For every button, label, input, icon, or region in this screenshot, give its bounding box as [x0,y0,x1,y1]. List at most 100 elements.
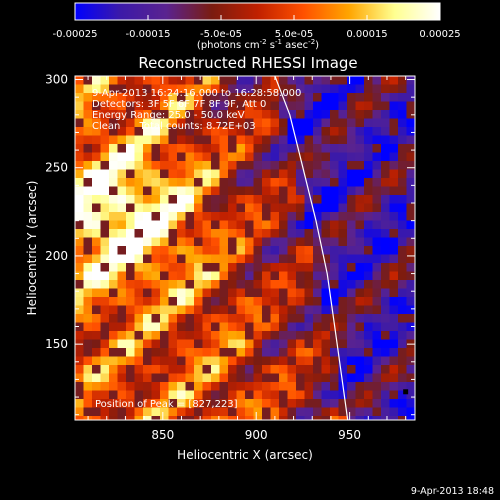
heatmap-cell [355,161,365,170]
heatmap-cell [202,254,212,264]
heatmap-cell [117,152,127,162]
footer-date: 9-Apr-2013 18:48 [411,486,494,497]
heatmap-cell [398,390,407,400]
heatmap-cell [321,382,331,391]
heatmap-cell [355,203,365,213]
heatmap-cell [228,212,237,221]
heatmap-cell [202,169,212,179]
heatmap-cell [406,271,415,281]
heatmap-cell [347,416,356,420]
heatmap-cell [236,331,246,340]
heatmap-cell [364,271,373,281]
heatmap-cell [177,169,186,179]
heatmap-cell [134,178,144,187]
heatmap-cell [134,246,144,255]
heatmap-cell [236,237,246,247]
heatmap-cell [338,263,348,272]
heatmap-cell [296,356,305,366]
heatmap-cell [364,203,373,213]
heatmap-cell [372,118,382,128]
heatmap-cell [185,135,195,145]
heatmap-cell [134,101,144,111]
heatmap-cell [194,390,203,400]
heatmap-cell [168,407,178,417]
heatmap-cell [381,161,390,170]
heatmap-cell [372,254,382,264]
heatmap-cell [194,271,203,281]
heatmap-cell [202,110,212,119]
heatmap-cell [109,212,118,221]
heatmap-cell [245,101,254,111]
heatmap-cell [355,135,365,145]
heatmap-cell [177,348,186,357]
annotation-energy-range: Energy Range: 25.0 - 50.0 keV [92,110,245,121]
heatmap-cell [83,365,93,374]
heatmap-cell [321,110,331,119]
heatmap-cell [109,331,118,340]
heatmap-cell [262,365,271,374]
heatmap-cell [313,365,322,374]
heatmap-cell [194,76,203,85]
heatmap-cell [160,331,169,340]
heatmap-cell [253,186,263,196]
heatmap-cell [168,390,178,400]
heatmap-cell [279,331,288,340]
heatmap-cell [398,271,407,281]
heatmap-cell [245,356,254,366]
heatmap-cell [338,118,348,128]
heatmap-cell [117,416,127,420]
heatmap-cell [219,127,229,136]
heatmap-cell [287,305,297,315]
heatmap-cell [168,416,178,420]
heatmap-cell [347,322,356,332]
heatmap-cell [109,195,118,204]
heatmap-cell [143,399,152,408]
heatmap-cell [202,407,212,417]
heatmap-cell [160,348,169,357]
heatmap-cell [194,169,203,179]
heatmap-cell [177,254,186,264]
heatmap-cell [262,220,271,230]
heatmap-cell [330,195,339,204]
heatmap-cell [228,246,237,255]
heatmap-cell [381,416,390,420]
heatmap-cell [236,118,246,128]
heatmap-cell [372,246,382,255]
heatmap-cell [338,237,348,247]
heatmap-cell [100,118,110,128]
heatmap-cell [398,263,407,272]
heatmap-cell [151,288,161,298]
heatmap-cell [355,271,365,281]
heatmap-cell [100,280,110,289]
heatmap-cell [75,280,84,289]
heatmap-cell [245,118,254,128]
heatmap-cell [228,229,237,238]
heatmap-cell [92,322,101,332]
heatmap-cell [338,280,348,289]
heatmap-cell [245,186,254,196]
heatmap-cell [177,93,186,102]
heatmap-cell [270,212,280,221]
heatmap-cell [143,212,152,221]
heatmap-cell [109,322,118,332]
heatmap-cell [109,314,118,323]
heatmap-cell [253,101,263,111]
heatmap-cell [92,263,101,272]
heatmap-cell [194,314,203,323]
heatmap-cell [194,186,203,196]
heatmap-cell [219,348,229,357]
heatmap-cell [160,407,169,417]
heatmap-cell [270,229,280,238]
heatmap-cell [219,297,229,306]
heatmap-cell [202,186,212,196]
heatmap-cell [177,220,186,230]
heatmap-cell [321,84,331,94]
heatmap-cell [194,348,203,357]
heatmap-cell [364,305,373,315]
heatmap-cell [389,135,399,145]
heatmap-cell [296,229,305,238]
heatmap-cell [321,169,331,179]
heatmap-cell [253,135,263,145]
heatmap-cell [177,178,186,187]
heatmap-cell [313,76,322,85]
